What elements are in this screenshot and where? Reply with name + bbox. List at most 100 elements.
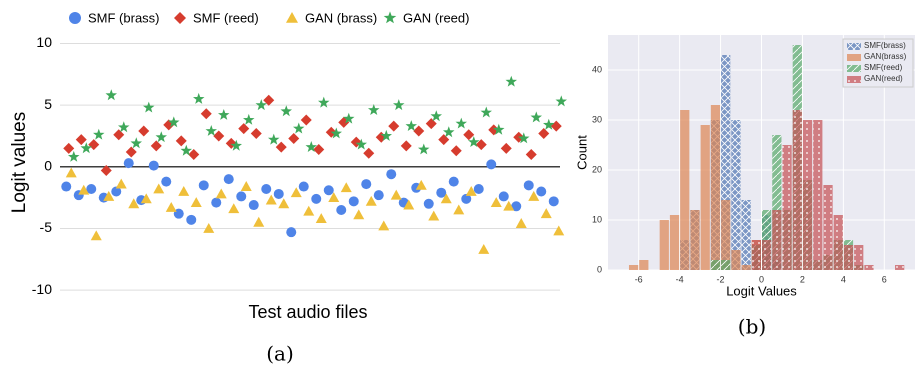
bar-hatch [772, 210, 782, 270]
point [550, 120, 562, 132]
point [238, 123, 250, 135]
point [463, 129, 475, 141]
y-tick-label: 10 [592, 214, 602, 224]
point [280, 105, 292, 117]
point [253, 216, 265, 227]
point [90, 230, 102, 241]
bar-hatch [751, 240, 761, 270]
point [193, 92, 205, 104]
point [388, 120, 400, 132]
bar [659, 220, 669, 270]
bar-hatch [843, 245, 854, 270]
point [473, 184, 484, 195]
point [393, 99, 405, 111]
point [313, 144, 325, 156]
point [500, 142, 512, 154]
point [298, 181, 309, 192]
point [261, 184, 272, 195]
bar [669, 215, 680, 270]
bar [639, 260, 649, 270]
point [503, 200, 515, 211]
point [61, 181, 72, 192]
point [543, 118, 555, 130]
point [268, 133, 280, 145]
bar-hatch [802, 120, 813, 270]
point [168, 116, 180, 128]
point [530, 111, 542, 123]
point [213, 130, 225, 142]
caption: (b) [738, 315, 766, 339]
point [248, 200, 259, 211]
x-tick-label: -4 [676, 274, 684, 284]
point [538, 128, 550, 140]
bar [700, 125, 710, 270]
y-tick-label: 10 [36, 34, 52, 50]
bar [741, 265, 751, 270]
point [290, 187, 302, 198]
point [275, 141, 287, 153]
point [353, 209, 365, 220]
point [438, 134, 450, 146]
point [318, 96, 330, 108]
point [140, 193, 152, 204]
bar-hatch [854, 245, 864, 270]
point [540, 208, 552, 219]
point [190, 197, 202, 207]
point [111, 186, 122, 197]
bar-hatch [864, 265, 874, 270]
point [130, 137, 142, 149]
point [65, 167, 77, 178]
point [203, 222, 215, 233]
point [218, 109, 230, 120]
point [115, 178, 127, 189]
point [200, 108, 212, 120]
point [440, 193, 452, 204]
point [86, 184, 97, 195]
bar-hatch [772, 135, 782, 270]
bar-hatch [721, 55, 731, 270]
caption: (a) [266, 342, 294, 366]
point [553, 225, 565, 236]
point [448, 176, 459, 187]
legend-marker [286, 12, 298, 23]
point [455, 117, 467, 129]
legend-label: SMF(brass) [864, 41, 906, 50]
point [363, 147, 375, 159]
point [493, 123, 505, 135]
point [205, 125, 217, 136]
point [311, 193, 322, 204]
point [161, 176, 172, 187]
legend-hatch [847, 43, 861, 50]
point [175, 135, 187, 147]
x-axis-label: Test audio files [248, 302, 367, 322]
point [555, 95, 567, 107]
point [148, 160, 159, 171]
x-tick-label: 6 [882, 274, 887, 284]
point [465, 185, 477, 196]
point [400, 140, 412, 152]
point [188, 148, 200, 160]
point [118, 121, 130, 133]
point [315, 213, 327, 224]
point [413, 125, 425, 137]
y-tick-label: 0 [597, 264, 602, 274]
bar [721, 200, 731, 270]
legend-label: GAN (brass) [305, 10, 377, 25]
y-tick-label: -5 [40, 219, 53, 235]
x-tick-label: -6 [635, 274, 643, 284]
point [153, 183, 165, 194]
point [286, 227, 297, 238]
point [150, 140, 162, 152]
point [305, 141, 317, 152]
bar [731, 250, 741, 270]
point [293, 122, 305, 134]
point [240, 181, 252, 191]
bar-hatch [813, 120, 823, 270]
point [490, 197, 502, 207]
point [355, 138, 367, 150]
point [525, 148, 537, 160]
bar [690, 210, 700, 270]
legend-label: SMF (reed) [193, 10, 259, 25]
point [93, 128, 105, 140]
